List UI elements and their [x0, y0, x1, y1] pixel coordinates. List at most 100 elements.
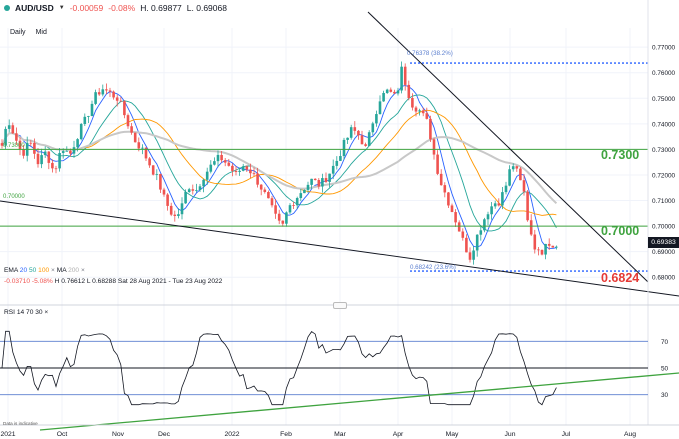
candle-body	[108, 90, 112, 92]
candle-body	[522, 180, 526, 192]
time-tick-label: May	[446, 431, 459, 438]
candle-body	[515, 166, 519, 169]
candle-body	[72, 147, 76, 154]
candle-body	[331, 165, 335, 174]
candle-body	[439, 173, 443, 186]
candle-body	[166, 194, 169, 206]
ema-100-line	[1, 109, 557, 216]
candle-body	[508, 169, 511, 186]
candle-body	[497, 203, 501, 206]
candle-body	[501, 192, 504, 206]
symbol-name[interactable]: AUD/USD	[15, 3, 54, 13]
time-tick-label: Jul	[562, 431, 571, 438]
range-dates: Sat 28 Aug 2021 - Tue 23 Aug 2022	[117, 277, 223, 285]
close-icon[interactable]: ×	[44, 309, 49, 316]
ma-label[interactable]: MA	[56, 267, 67, 274]
candle-body	[429, 118, 432, 140]
candle-body	[281, 220, 285, 224]
level-label-7300: 0.7300	[601, 148, 640, 162]
candle-body	[155, 173, 159, 175]
candle-body	[101, 89, 105, 95]
timeframe-button[interactable]: Daily	[10, 29, 26, 36]
candle-body	[54, 168, 58, 170]
candle-body	[43, 151, 47, 156]
candle-body	[205, 171, 209, 180]
candle-body	[425, 113, 429, 119]
candle-body	[267, 192, 270, 199]
candle-body	[403, 66, 407, 85]
chevron-down-icon[interactable]: ▼	[58, 5, 65, 11]
candle-body	[133, 132, 137, 143]
candle-body	[483, 219, 486, 231]
moving-averages	[1, 85, 558, 250]
candle-body	[47, 151, 51, 163]
rsi-legend: RSI 14 70 30 ×	[4, 309, 48, 316]
candle-body	[184, 192, 187, 204]
candle-body	[533, 234, 537, 250]
candle-body	[346, 137, 349, 140]
candle-body	[112, 91, 115, 98]
level-tag-7000: 0.70000	[3, 194, 25, 200]
candle-body	[177, 214, 180, 216]
candle-body	[353, 127, 357, 131]
candle-body	[414, 107, 418, 112]
rsi-label[interactable]: RSI	[4, 309, 15, 316]
fib-level-bottom-label: 0.68242 (23.6%)	[410, 264, 456, 271]
candle-body	[526, 191, 529, 221]
close-icon[interactable]: ×	[80, 267, 85, 274]
pane-collapse-button[interactable]	[333, 302, 347, 309]
ema-label[interactable]: EMA	[4, 267, 18, 274]
symbol-row: AUD/USD ▼ -0.00059 -0.08% H. 0.69877 L. …	[4, 3, 227, 13]
candle-body	[22, 149, 25, 156]
candle-body	[234, 170, 238, 172]
chart-header: AUD/USD ▼ -0.00059 -0.08% H. 0.69877 L. …	[0, 0, 679, 40]
candle-body	[407, 84, 411, 99]
candle-body	[213, 161, 216, 165]
candle-body	[65, 150, 69, 152]
candle-body	[306, 184, 310, 190]
level-label-7000: 0.7000	[601, 224, 640, 238]
candle-body	[209, 164, 213, 172]
candle-body	[274, 205, 277, 214]
ema-50-line	[1, 94, 557, 232]
time-tick-label: Feb	[280, 431, 292, 438]
candle-body	[119, 100, 123, 102]
time-tick-label: 2022	[224, 431, 239, 438]
candle-body	[223, 160, 227, 163]
price-type-button[interactable]: Mid	[35, 29, 47, 36]
candle-body	[187, 189, 191, 193]
candle-body	[126, 115, 130, 127]
candle-body	[303, 189, 306, 194]
candle-body	[87, 115, 90, 117]
candle-body	[371, 123, 375, 133]
candle-body	[432, 139, 436, 155]
candle-body	[457, 222, 461, 232]
candle-body	[418, 110, 421, 112]
fib-level-top-label: 0.76378 (38.2%)	[407, 50, 453, 57]
candle-body	[4, 128, 7, 146]
candle-body	[400, 66, 403, 91]
candle-body	[241, 166, 245, 171]
rsi-series-line	[1, 330, 557, 406]
candle-body	[317, 180, 321, 187]
candle-body	[220, 154, 223, 161]
time-tick-label: Apr	[393, 431, 404, 438]
candle-body	[544, 243, 547, 255]
candle-body	[191, 189, 195, 191]
time-axis: 2021 Oct Nov Dec 2022 Feb Mar Apr May Jun Jul Aug	[0, 431, 636, 438]
close-icon[interactable]: ×	[51, 267, 55, 274]
ema-100-value: 100	[38, 267, 50, 274]
candle-body	[51, 162, 54, 169]
time-tick-label: Aug	[624, 431, 636, 438]
timeframe-row: Daily Mid	[10, 29, 47, 36]
candle-body	[227, 162, 231, 166]
time-tick-label: Mar	[334, 431, 346, 438]
candle-body	[299, 193, 303, 199]
candle-body	[454, 212, 457, 223]
candle-body	[58, 152, 61, 169]
candle-body	[216, 154, 220, 162]
candle-body	[357, 130, 360, 136]
candlesticks	[0, 61, 558, 265]
candle-body	[493, 203, 497, 207]
